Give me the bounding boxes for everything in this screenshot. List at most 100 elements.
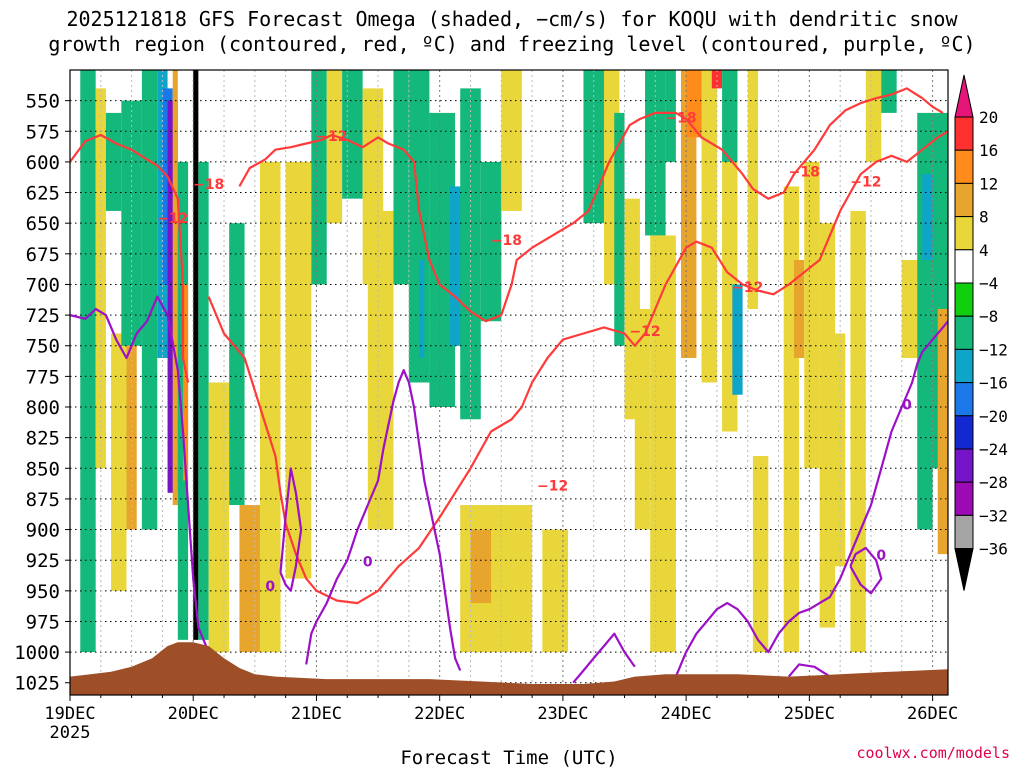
colorbar-swatch: [954, 315, 974, 350]
omega-cell: [681, 70, 697, 358]
y-tick-label: 925: [26, 550, 60, 572]
y-tick-label: 550: [26, 91, 60, 113]
omega-cell: [711, 70, 723, 89]
contour-label: −12: [537, 478, 568, 494]
colorbar-swatch: [954, 282, 974, 317]
colorbar-label: −12: [979, 340, 1008, 359]
y-tick-label: 825: [26, 428, 60, 450]
y-tick-label: 975: [26, 611, 60, 633]
colorbar-label: 4: [979, 241, 989, 260]
omega-cell: [665, 70, 676, 162]
freezing-level-contour-line: [305, 369, 462, 671]
omega-cell: [326, 70, 343, 224]
contour-label: −18: [491, 233, 522, 249]
omega-cell: [182, 284, 189, 481]
y-tick-label: 850: [26, 458, 60, 480]
omega-cell: [501, 70, 522, 211]
colorbar-bottom-arrow: [954, 548, 974, 591]
omega-cell: [419, 259, 425, 358]
chart-title-line2: growth region (contoured, red, ºC) and f…: [48, 32, 976, 56]
y-tick-label: 650: [26, 213, 60, 235]
omega-cell: [239, 505, 260, 653]
terrain-surface: [70, 642, 948, 695]
omega-cell: [783, 186, 800, 653]
colorbar-label: −32: [979, 506, 1008, 525]
omega-cell: [229, 223, 245, 506]
contour-label: −12: [316, 129, 347, 145]
omega-cell: [480, 161, 502, 322]
freezing-level-contour-line: [70, 295, 225, 666]
y-tick-label: 775: [26, 366, 60, 388]
colorbar-swatch: [954, 415, 974, 450]
x-tick-label: 20DEC: [168, 704, 219, 724]
omega-cell: [80, 70, 96, 653]
x-axis-label: Forecast Time (UTC): [400, 747, 617, 768]
omega-cell: [95, 88, 106, 469]
x-tick-sublabel: 2025: [50, 723, 91, 743]
omega-cell: [752, 456, 769, 653]
omega-cell: [311, 70, 327, 285]
omega-cell: [722, 70, 738, 162]
y-tick-label: 800: [26, 397, 60, 419]
omega-cell: [141, 70, 158, 530]
omega-cell: [470, 529, 492, 604]
omega-cell: [614, 112, 625, 346]
colorbar-label: −8: [979, 307, 998, 326]
x-tick-label: 24DEC: [661, 704, 712, 724]
omega-cell: [634, 308, 651, 530]
site-credit: coolwx.com/models: [856, 744, 1010, 762]
colorbar-swatch: [954, 149, 974, 184]
x-tick-label: 25DEC: [784, 704, 835, 724]
y-tick-label: 1000: [14, 642, 60, 664]
x-tick-label: 23DEC: [537, 704, 588, 724]
freezing-level-contour-line: [674, 320, 948, 678]
y-tick-label: 625: [26, 183, 60, 205]
omega-cell: [393, 70, 409, 285]
freezing-level-contour-line: [572, 632, 636, 684]
y-tick-label: 1025: [14, 673, 60, 695]
omega-cell: [105, 112, 122, 211]
contour-label: −12: [850, 174, 881, 190]
colorbar-label: 20: [979, 108, 998, 127]
colorbar-swatch: [954, 348, 974, 384]
contour-label: 0: [265, 579, 275, 595]
contour-label: 0: [902, 397, 912, 413]
omega-cell: [193, 70, 199, 640]
dgz-contour-line: [207, 130, 948, 605]
y-tick-label: 750: [26, 336, 60, 358]
contour-label: 0: [363, 554, 373, 570]
contour-label: 0: [876, 548, 886, 564]
dgz-contour-line: [238, 111, 816, 323]
omega-cell: [172, 70, 178, 506]
y-tick-label: 900: [26, 520, 60, 542]
colorbar-label: −16: [979, 374, 1008, 393]
omega-cell: [829, 333, 846, 567]
colorbar-label: −28: [979, 473, 1008, 492]
omega-cell: [650, 235, 676, 653]
freezing-level-contour-line: [849, 546, 883, 595]
omega-cell: [198, 161, 209, 640]
plot-frame: [69, 69, 949, 696]
contour-label: −12: [157, 211, 188, 227]
omega-cell: [121, 100, 142, 346]
y-tick-label: 575: [26, 121, 60, 143]
omega-cell: [126, 345, 137, 530]
omega-cell: [804, 161, 820, 469]
y-tick-label: 700: [26, 274, 60, 296]
omega-cell: [367, 210, 394, 530]
y-tick-label: 675: [26, 244, 60, 266]
chart-title-line1: 2025121818 GFS Forecast Omega (shaded, −…: [66, 7, 958, 31]
freezing-level-contour-line: [279, 467, 303, 592]
x-tick-label: 22DEC: [414, 704, 465, 724]
colorbar-swatch: [954, 382, 974, 417]
colorbar-label: 16: [979, 141, 998, 160]
y-tick-label: 725: [26, 305, 60, 327]
contour-label: −18: [789, 165, 820, 181]
colorbar-swatch: [954, 481, 974, 516]
colorbar-label: −20: [979, 407, 1008, 426]
omega-cell: [645, 70, 666, 236]
x-tick-label: 19DEC: [44, 704, 95, 724]
colorbar-swatch: [954, 448, 974, 483]
colorbar-swatch: [954, 249, 974, 284]
